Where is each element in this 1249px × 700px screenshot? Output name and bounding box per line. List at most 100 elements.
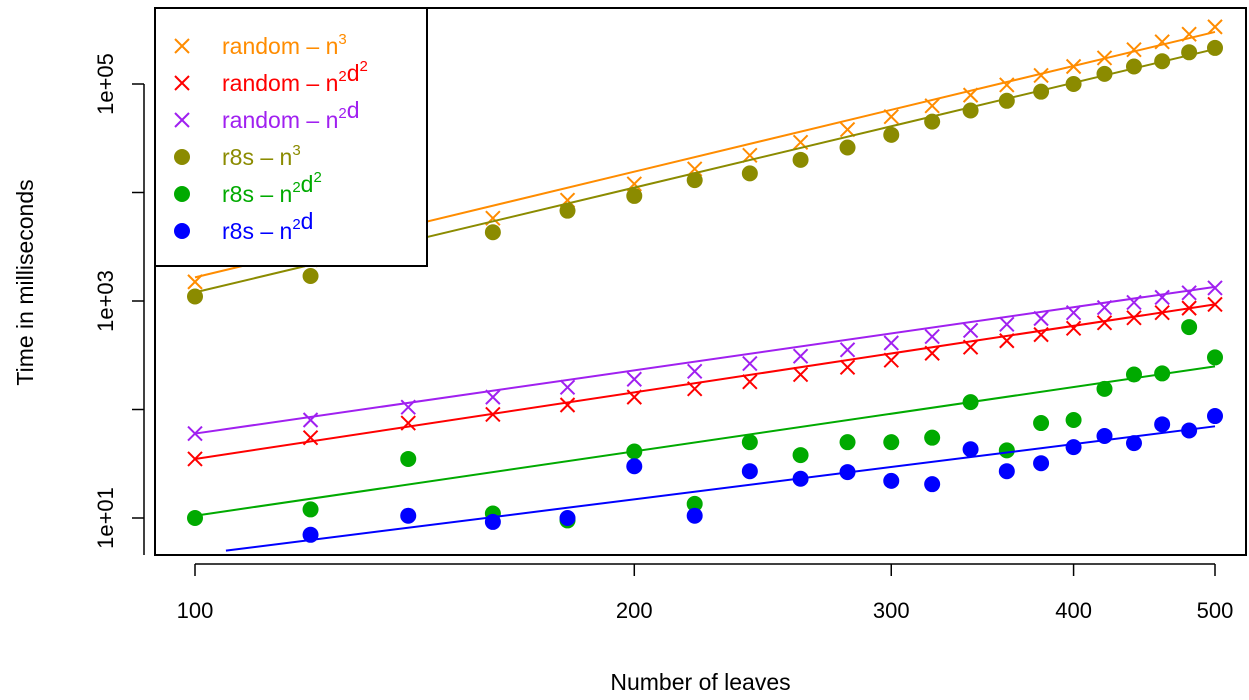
data-point xyxy=(1181,44,1198,61)
data-point xyxy=(792,447,809,464)
data-point xyxy=(686,495,703,512)
data-point xyxy=(626,443,643,460)
data-point xyxy=(484,513,501,530)
data-point xyxy=(1207,280,1223,296)
data-point xyxy=(742,374,758,390)
legend-label: r8s – n2d xyxy=(222,208,313,244)
data-point xyxy=(1096,299,1113,316)
data-point xyxy=(626,458,643,475)
legend-marker xyxy=(174,38,190,54)
data-point xyxy=(1125,366,1142,383)
data-point xyxy=(883,472,900,489)
data-point xyxy=(187,425,203,442)
legend-item: r8s – n3 xyxy=(174,142,301,170)
data-point xyxy=(559,379,576,396)
data-point xyxy=(1065,439,1082,456)
plot-frame xyxy=(154,7,1247,556)
data-point xyxy=(686,381,703,397)
x-tick-label: 400 xyxy=(1055,598,1092,623)
data-point xyxy=(302,526,319,543)
data-point xyxy=(839,359,856,375)
y-axis-label: Time in milliseconds xyxy=(12,179,38,385)
legend-label: random – n2d2 xyxy=(222,58,368,96)
data-point xyxy=(1154,365,1171,382)
data-point xyxy=(1096,427,1113,444)
y-tick-label: 1e+05 xyxy=(93,53,118,115)
series-5 xyxy=(225,408,1223,552)
legend-marker xyxy=(174,186,190,202)
legend-item: random – n2d xyxy=(174,97,360,133)
data-point xyxy=(999,333,1015,349)
data-point xyxy=(1126,310,1142,326)
data-point xyxy=(302,412,319,428)
data-point xyxy=(839,464,856,481)
data-point xyxy=(1181,285,1197,301)
data-point xyxy=(999,77,1015,93)
series-4 xyxy=(187,319,1223,529)
data-point xyxy=(626,389,642,405)
x-tick-label: 200 xyxy=(616,598,653,623)
data-point xyxy=(1154,416,1171,433)
data-point xyxy=(1065,76,1082,92)
legend-item: random – n3 xyxy=(174,31,347,59)
data-point xyxy=(1125,58,1142,75)
data-point xyxy=(742,147,758,164)
data-point xyxy=(792,366,809,383)
data-point xyxy=(485,389,501,405)
legend-item: r8s – n2d2 xyxy=(174,169,322,207)
y-tick-label: 1e+01 xyxy=(93,487,118,549)
data-point xyxy=(1207,39,1223,56)
data-point xyxy=(998,442,1015,459)
series-2 xyxy=(187,280,1223,442)
data-point xyxy=(1126,294,1142,311)
x-axis: 100 200 300 400 500 xyxy=(177,563,1233,623)
data-point xyxy=(1033,310,1049,327)
data-point xyxy=(1181,319,1198,336)
data-point xyxy=(962,322,979,339)
fit-line xyxy=(194,303,1216,460)
data-point xyxy=(741,434,758,451)
data-point xyxy=(1154,53,1171,70)
data-point xyxy=(839,121,856,138)
data-point xyxy=(741,165,758,182)
data-point xyxy=(1065,320,1082,337)
data-point xyxy=(962,441,979,458)
data-point xyxy=(686,172,703,189)
data-point xyxy=(559,397,576,413)
data-point xyxy=(1181,422,1198,439)
data-point xyxy=(626,187,643,204)
data-point xyxy=(1207,349,1223,366)
data-point xyxy=(1096,50,1113,66)
legend-label: random – n2d xyxy=(222,97,360,133)
data-point xyxy=(400,415,416,431)
data-point xyxy=(741,463,758,480)
data-point xyxy=(1181,300,1197,316)
data-point xyxy=(962,394,979,411)
data-point xyxy=(1154,289,1170,306)
data-point xyxy=(1065,58,1082,75)
data-point xyxy=(883,434,900,451)
fit-line xyxy=(194,365,1216,517)
data-point xyxy=(302,501,319,518)
data-point xyxy=(792,151,809,168)
data-point xyxy=(1154,34,1170,50)
data-point xyxy=(998,92,1015,109)
legend-item: random – n2d2 xyxy=(174,58,368,96)
y-axis: 1e+01 1e+03 1e+05 xyxy=(93,53,145,555)
data-point xyxy=(1065,305,1082,321)
data-point xyxy=(187,274,203,290)
data-point xyxy=(1207,408,1223,425)
data-point xyxy=(924,113,941,130)
data-point xyxy=(187,288,203,305)
data-point xyxy=(686,507,703,524)
data-point xyxy=(400,399,416,415)
legend-box xyxy=(154,7,428,267)
data-point xyxy=(1033,67,1049,84)
data-point xyxy=(1065,412,1082,429)
data-point xyxy=(883,126,900,143)
data-point xyxy=(883,335,899,351)
legend-label: r8s – n2d2 xyxy=(222,169,322,207)
data-point xyxy=(302,267,319,284)
data-point xyxy=(1033,326,1049,343)
